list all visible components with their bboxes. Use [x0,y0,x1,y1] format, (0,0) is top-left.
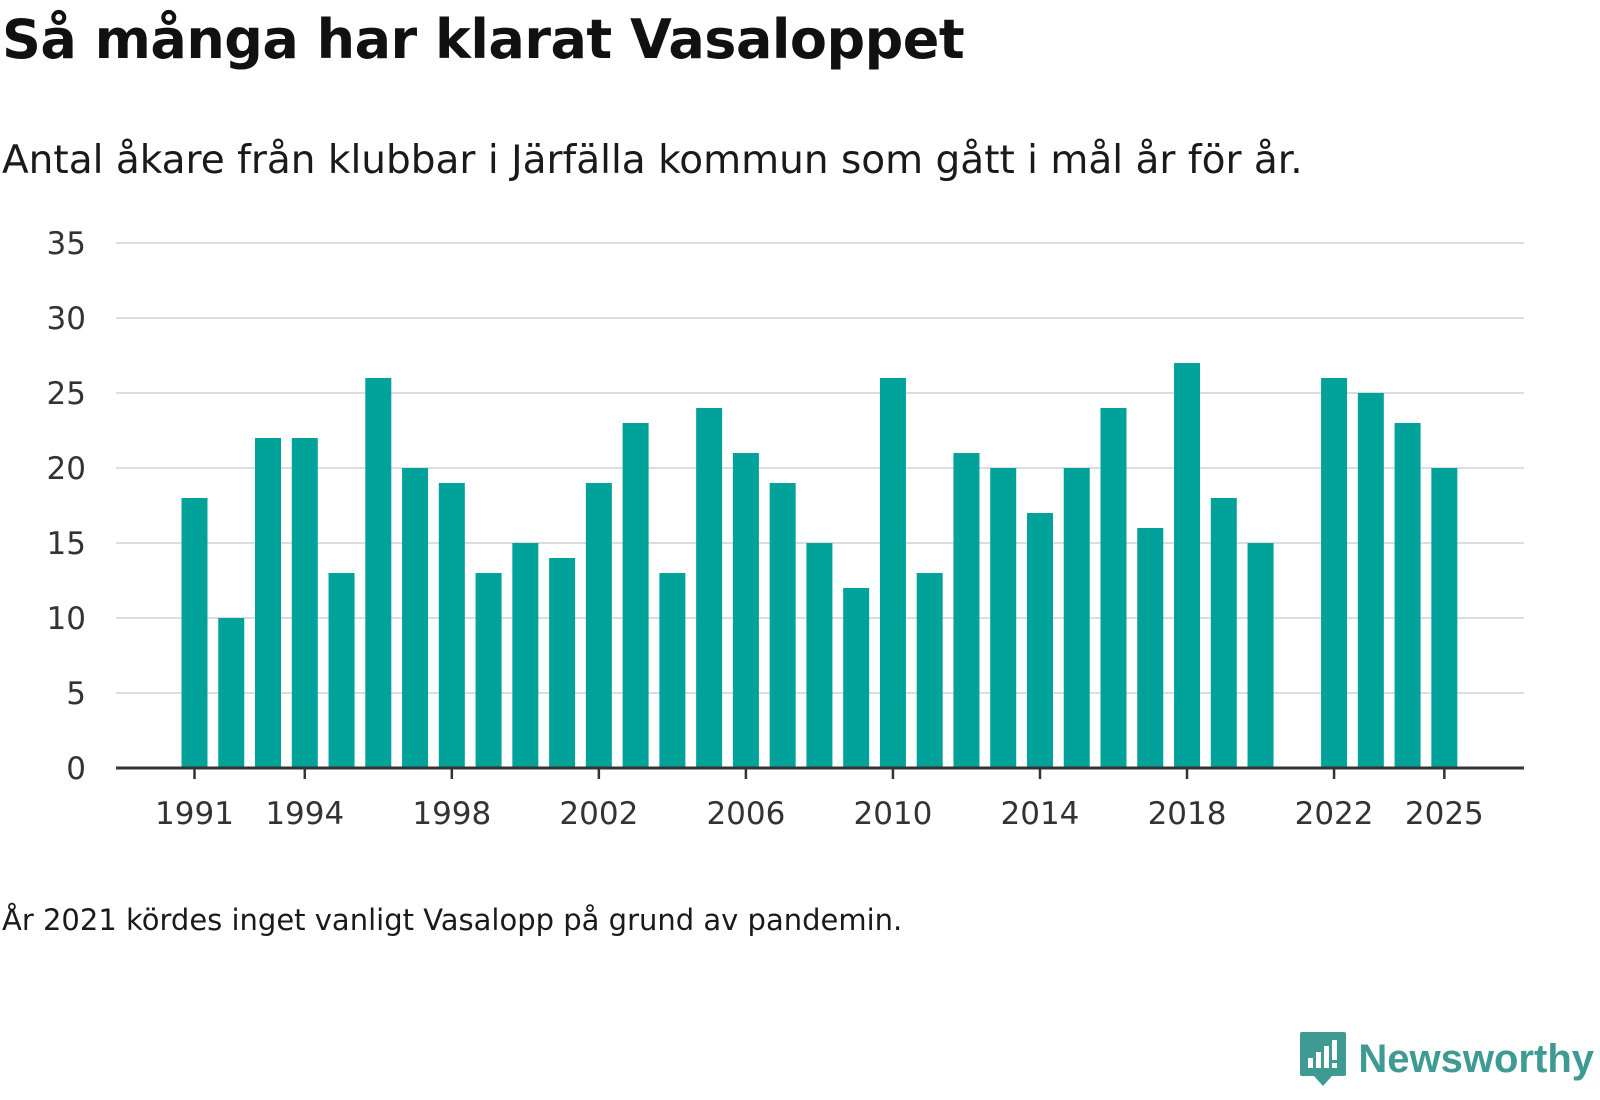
bar-2007 [769,483,796,768]
x-tick-label-1991: 1991 [155,796,234,832]
y-tick-label-20: 20 [47,451,86,487]
bar-1992 [218,618,245,768]
x-tick-label-2010: 2010 [853,796,932,832]
y-tick-label-0: 0 [66,751,86,787]
x-tick-label-2018: 2018 [1148,796,1227,832]
bar-1994 [291,438,318,768]
bar-2006 [732,453,759,768]
bar-2022 [1321,378,1348,768]
newsworthy-logo: Newsworthy [1298,1030,1594,1088]
bar-1996 [365,378,392,768]
bar-2015 [1063,468,1090,768]
chart-subtitle: Antal åkare från klubbar i Järfälla komm… [2,138,1303,183]
x-tick-label-2014: 2014 [1001,796,1080,832]
bar-2013 [990,468,1017,768]
y-tick-label-15: 15 [47,526,86,562]
bar-2018 [1174,363,1201,768]
bar-2020 [1247,543,1274,768]
bar-2000 [512,543,539,768]
y-tick-label-25: 25 [47,376,86,412]
bar-chart-bubble-icon [1300,1032,1347,1086]
y-tick-label-35: 35 [47,226,86,262]
bar-2012 [953,453,980,768]
x-tick-label-1998: 1998 [412,796,491,832]
y-axis-ticks: 0 5 10 15 20 25 30 35 [47,226,86,787]
bar-2002 [585,483,612,768]
x-axis-ticks: 1991 1994 1998 2002 2006 2010 2014 2018 2022 2025 [155,768,1484,832]
y-tick-label-5: 5 [66,676,86,712]
x-tick-label-2006: 2006 [706,796,785,832]
bar-2009 [843,588,870,768]
bar-1997 [402,468,429,768]
bar-2001 [549,558,576,768]
bar-2004 [659,573,686,768]
bar-2016 [1100,408,1127,768]
bar-2023 [1357,393,1384,768]
y-tick-label-10: 10 [47,601,86,637]
bar-2010 [879,378,906,768]
bar-1999 [475,573,502,768]
bar-2014 [1026,513,1053,768]
bar-2017 [1137,528,1164,768]
bar-1993 [255,438,282,768]
x-tick-label-2025: 2025 [1405,796,1484,832]
chart-title: Så många har klarat Vasaloppet [2,8,965,71]
bar-2024 [1394,423,1421,768]
bar-2019 [1210,498,1237,768]
bar-2011 [916,573,943,768]
bar-2005 [696,408,723,768]
bar-1995 [328,573,355,768]
bar-2008 [806,543,833,768]
x-tick-label-2002: 2002 [559,796,638,832]
x-tick-label-2022: 2022 [1295,796,1374,832]
bar-2025 [1431,468,1458,768]
footnote: År 2021 kördes inget vanligt Vasalopp på… [2,903,903,937]
logo-text: Newsworthy [1358,1036,1594,1081]
x-tick-label-1994: 1994 [265,796,344,832]
bar-1991 [181,498,208,768]
y-tick-label-30: 30 [47,301,86,337]
bar-2003 [622,423,649,768]
bars [181,363,1458,768]
bar-1998 [438,483,465,768]
